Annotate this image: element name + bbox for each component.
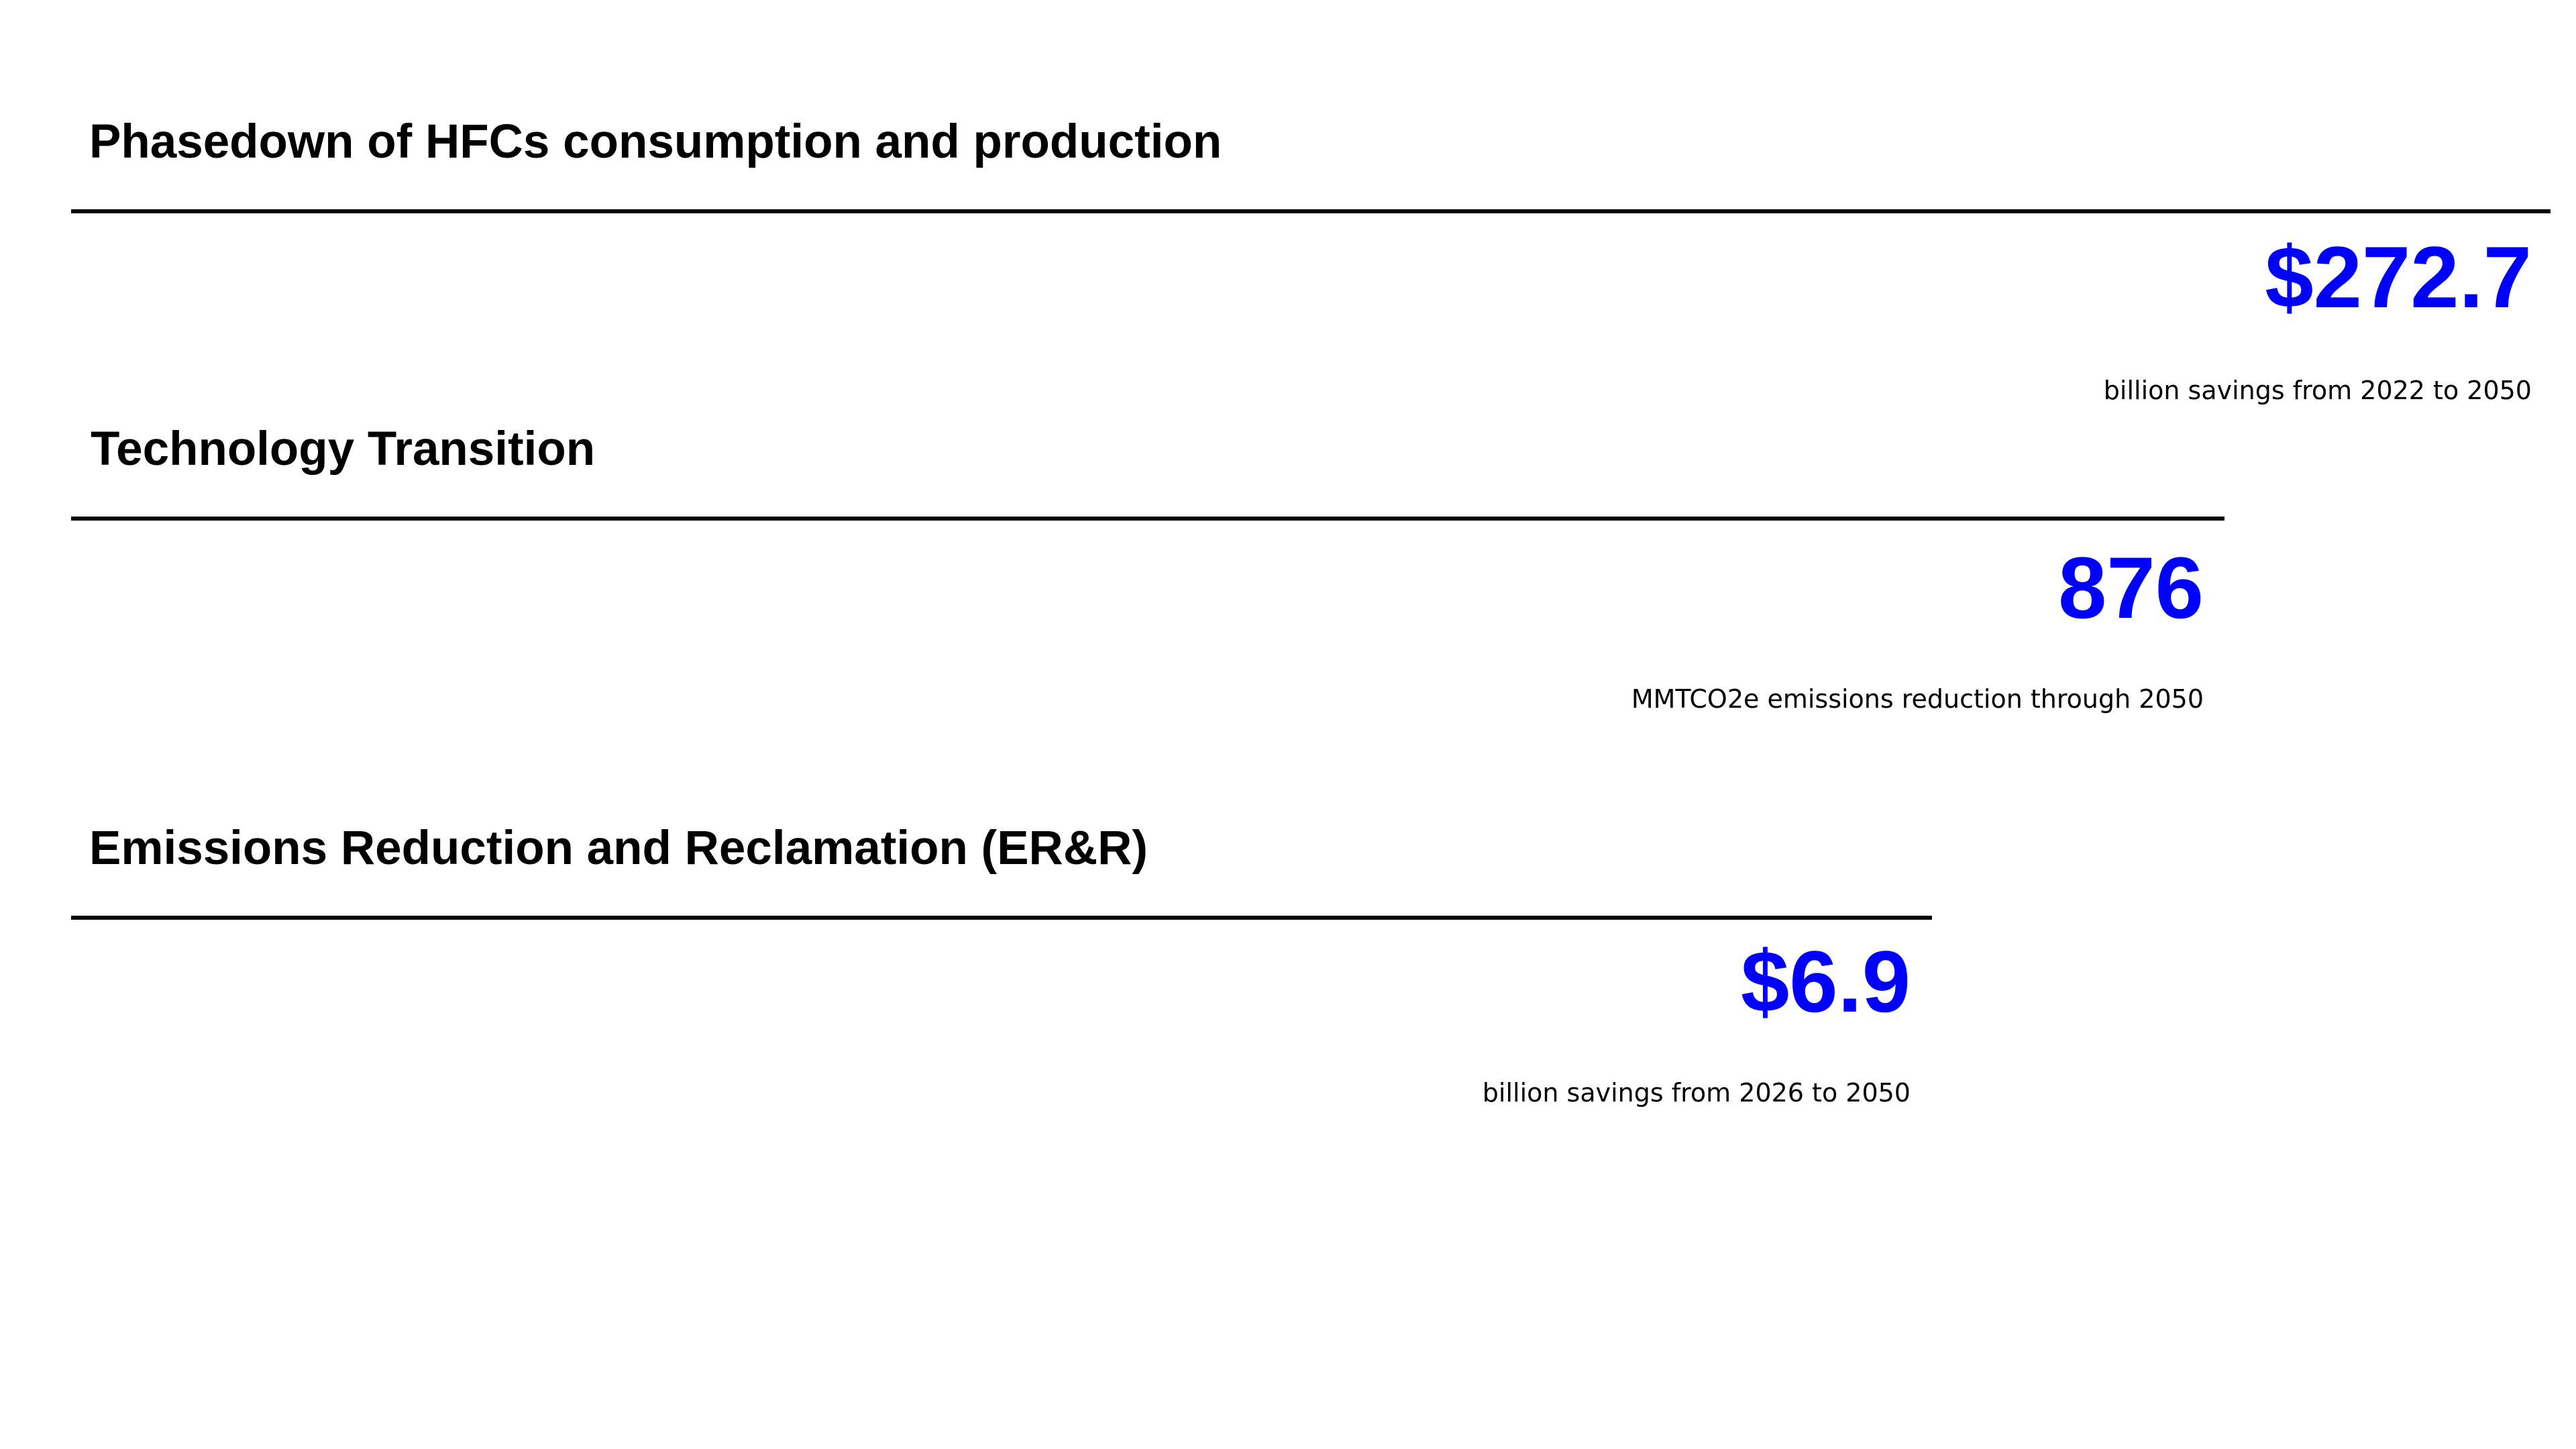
metric-value: 876 [2058,539,2204,637]
section-heading: Phasedown of HFCs consumption and produc… [89,115,1222,168]
section-heading: Emissions Reduction and Reclamation (ER&… [89,822,1148,875]
metric-value: $272.7 [2265,228,2532,326]
section-heading: Technology Transition [91,423,596,476]
metric-value: $6.9 [1740,932,1911,1030]
metric-caption: billion savings from 2026 to 2050 [1482,1078,1911,1108]
metric-caption: billion savings from 2022 to 2050 [2103,376,2532,405]
section-divider [71,916,1932,920]
section-divider [71,517,2224,521]
section-divider [71,209,2551,213]
metric-caption: MMTCO2e emissions reduction through 2050 [1631,684,2204,714]
